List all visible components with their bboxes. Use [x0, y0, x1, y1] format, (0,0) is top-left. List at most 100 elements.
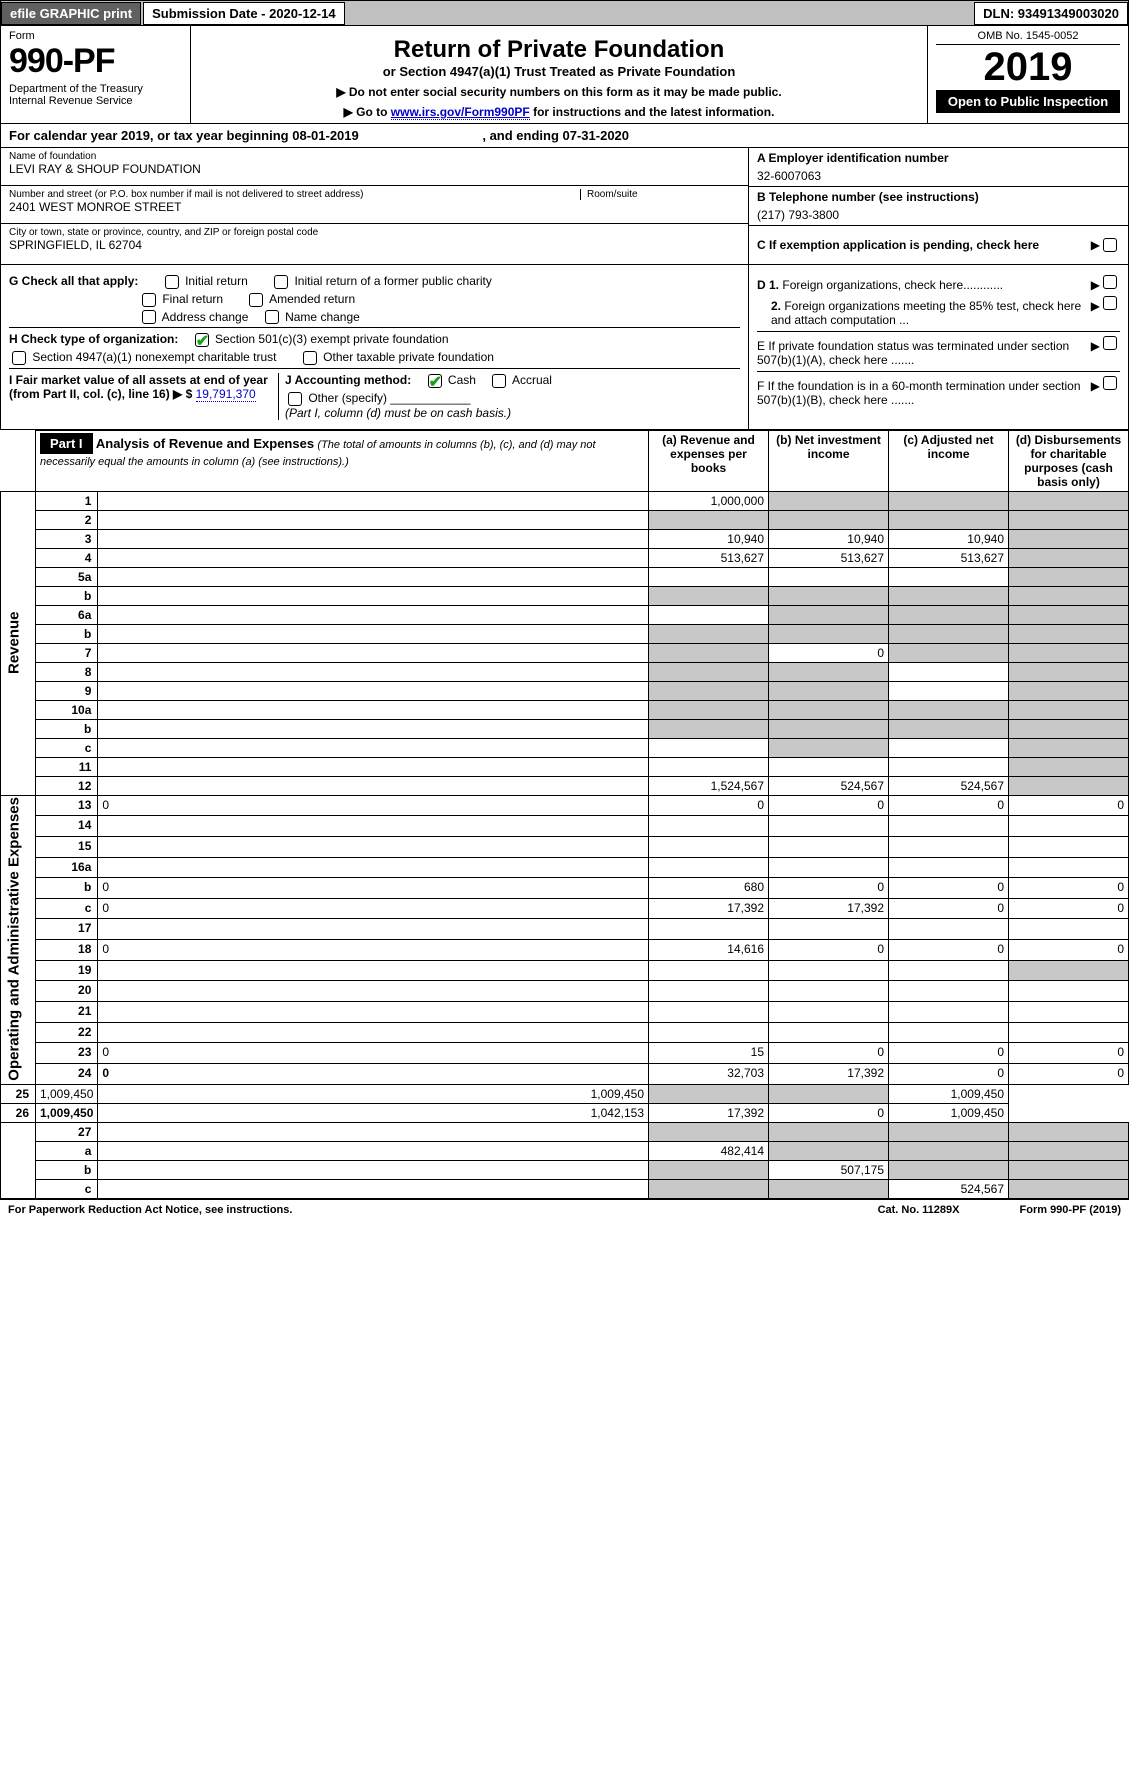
- cell-value: 524,567: [769, 776, 889, 795]
- cell-value: [1009, 624, 1129, 643]
- line-number: 8: [36, 662, 98, 681]
- address-change-checkbox[interactable]: [142, 310, 156, 324]
- line-description: [98, 491, 649, 510]
- cell-value: [769, 857, 889, 878]
- top-bar: efile GRAPHIC print Submission Date - 20…: [0, 0, 1129, 26]
- street-address: 2401 WEST MONROE STREET: [9, 200, 580, 214]
- cal-mid: , and ending: [479, 128, 563, 143]
- cell-value: 1,009,450: [889, 1084, 1009, 1103]
- table-row: 5a: [1, 567, 1129, 586]
- line-number: 12: [36, 776, 98, 795]
- line-number: 11: [36, 757, 98, 776]
- cell-value: 0: [889, 795, 1009, 816]
- table-row: c524,567: [1, 1179, 1129, 1198]
- j-opt-accrual: Accrual: [512, 373, 552, 387]
- cell-value: [649, 1084, 769, 1103]
- j-opt-cash: Cash: [448, 373, 476, 387]
- line-description: [98, 624, 649, 643]
- f-checkbox[interactable]: [1103, 376, 1117, 390]
- instructions-link[interactable]: www.irs.gov/Form990PF: [391, 105, 530, 120]
- ein-value: 32-6007063: [757, 165, 1120, 183]
- cell-value: 1,009,450: [889, 1103, 1009, 1122]
- table-row: b0680000: [1, 878, 1129, 899]
- instr2-post: for instructions and the latest informat…: [530, 105, 775, 119]
- j-label: J Accounting method:: [285, 373, 411, 387]
- efile-print-button[interactable]: efile GRAPHIC print: [1, 2, 141, 25]
- cell-value: [889, 981, 1009, 1002]
- cell-value: [769, 567, 889, 586]
- initial-return-checkbox[interactable]: [165, 275, 179, 289]
- final-return-checkbox[interactable]: [142, 293, 156, 307]
- line-description: 0: [98, 898, 649, 919]
- dln-label: DLN: 93491349003020: [974, 2, 1128, 25]
- line-number: 4: [36, 548, 98, 567]
- d2-row: 2. Foreign organizations meeting the 85%…: [757, 296, 1120, 327]
- d1-checkbox[interactable]: [1103, 275, 1117, 289]
- city-state-zip: SPRINGFIELD, IL 62704: [9, 238, 740, 252]
- table-row: 21: [1, 1001, 1129, 1022]
- cell-value: [1009, 643, 1129, 662]
- ein-label: A Employer identification number: [757, 151, 1120, 165]
- table-row: 23015000: [1, 1043, 1129, 1064]
- cash-checkbox[interactable]: [428, 374, 442, 388]
- line-description: [98, 605, 649, 624]
- table-row: Operating and Administrative Expenses130…: [1, 795, 1129, 816]
- line-description: 0: [98, 878, 649, 899]
- d2-checkbox[interactable]: [1103, 296, 1117, 310]
- cell-value: [1009, 837, 1129, 858]
- table-row: 9: [1, 681, 1129, 700]
- cell-value: 1,524,567: [649, 776, 769, 795]
- amended-return-checkbox[interactable]: [249, 293, 263, 307]
- cell-value: [769, 757, 889, 776]
- table-row: b: [1, 719, 1129, 738]
- line-description: [98, 1160, 649, 1179]
- cell-value: 1,042,153: [98, 1103, 649, 1122]
- table-row: 22: [1, 1022, 1129, 1043]
- g-opt-5: Name change: [285, 310, 360, 324]
- line-description: [98, 738, 649, 757]
- footer-cat: Cat. No. 11289X: [878, 1204, 960, 1216]
- cell-value: [1009, 757, 1129, 776]
- line-description: 0: [98, 1063, 649, 1084]
- cell-value: 0: [889, 898, 1009, 919]
- line-description: [98, 700, 649, 719]
- name-change-checkbox[interactable]: [265, 310, 279, 324]
- 501c3-checkbox[interactable]: [195, 333, 209, 347]
- g-opt-3: Amended return: [269, 292, 355, 306]
- cell-value: [1009, 857, 1129, 878]
- cell-value: 0: [1009, 898, 1129, 919]
- cell-value: [1009, 719, 1129, 738]
- table-row: 11: [1, 757, 1129, 776]
- cell-value: [769, 919, 889, 940]
- e-label: E If private foundation status was termi…: [757, 339, 1091, 367]
- e-checkbox[interactable]: [1103, 336, 1117, 350]
- exemption-checkbox[interactable]: [1103, 238, 1117, 252]
- cell-value: [889, 510, 1009, 529]
- other-method-checkbox[interactable]: [288, 392, 302, 406]
- cell-value: [769, 738, 889, 757]
- e-row: E If private foundation status was termi…: [757, 331, 1120, 367]
- table-row: 24032,70317,39200: [1, 1063, 1129, 1084]
- line-description: 0: [98, 940, 649, 961]
- line-description: [98, 510, 649, 529]
- cell-value: 524,567: [889, 776, 1009, 795]
- table-row: 17: [1, 919, 1129, 940]
- accrual-checkbox[interactable]: [492, 374, 506, 388]
- cell-value: 32,703: [649, 1063, 769, 1084]
- name-label: Name of foundation: [9, 151, 740, 162]
- cell-value: [769, 605, 889, 624]
- cal-pre: For calendar year 2019, or tax year begi…: [9, 128, 292, 143]
- cell-value: 680: [649, 878, 769, 899]
- cell-value: [769, 586, 889, 605]
- cell-value: [649, 662, 769, 681]
- cell-value: [649, 960, 769, 981]
- cell-value: [889, 662, 1009, 681]
- line-number: 18: [36, 940, 98, 961]
- h-line2: Section 4947(a)(1) nonexempt charitable …: [9, 350, 740, 365]
- cell-value: [889, 919, 1009, 940]
- initial-former-checkbox[interactable]: [274, 275, 288, 289]
- other-taxable-checkbox[interactable]: [303, 351, 317, 365]
- form-title-block: Return of Private Foundation or Section …: [191, 26, 928, 123]
- 4947a1-checkbox[interactable]: [12, 351, 26, 365]
- cell-value: [889, 1141, 1009, 1160]
